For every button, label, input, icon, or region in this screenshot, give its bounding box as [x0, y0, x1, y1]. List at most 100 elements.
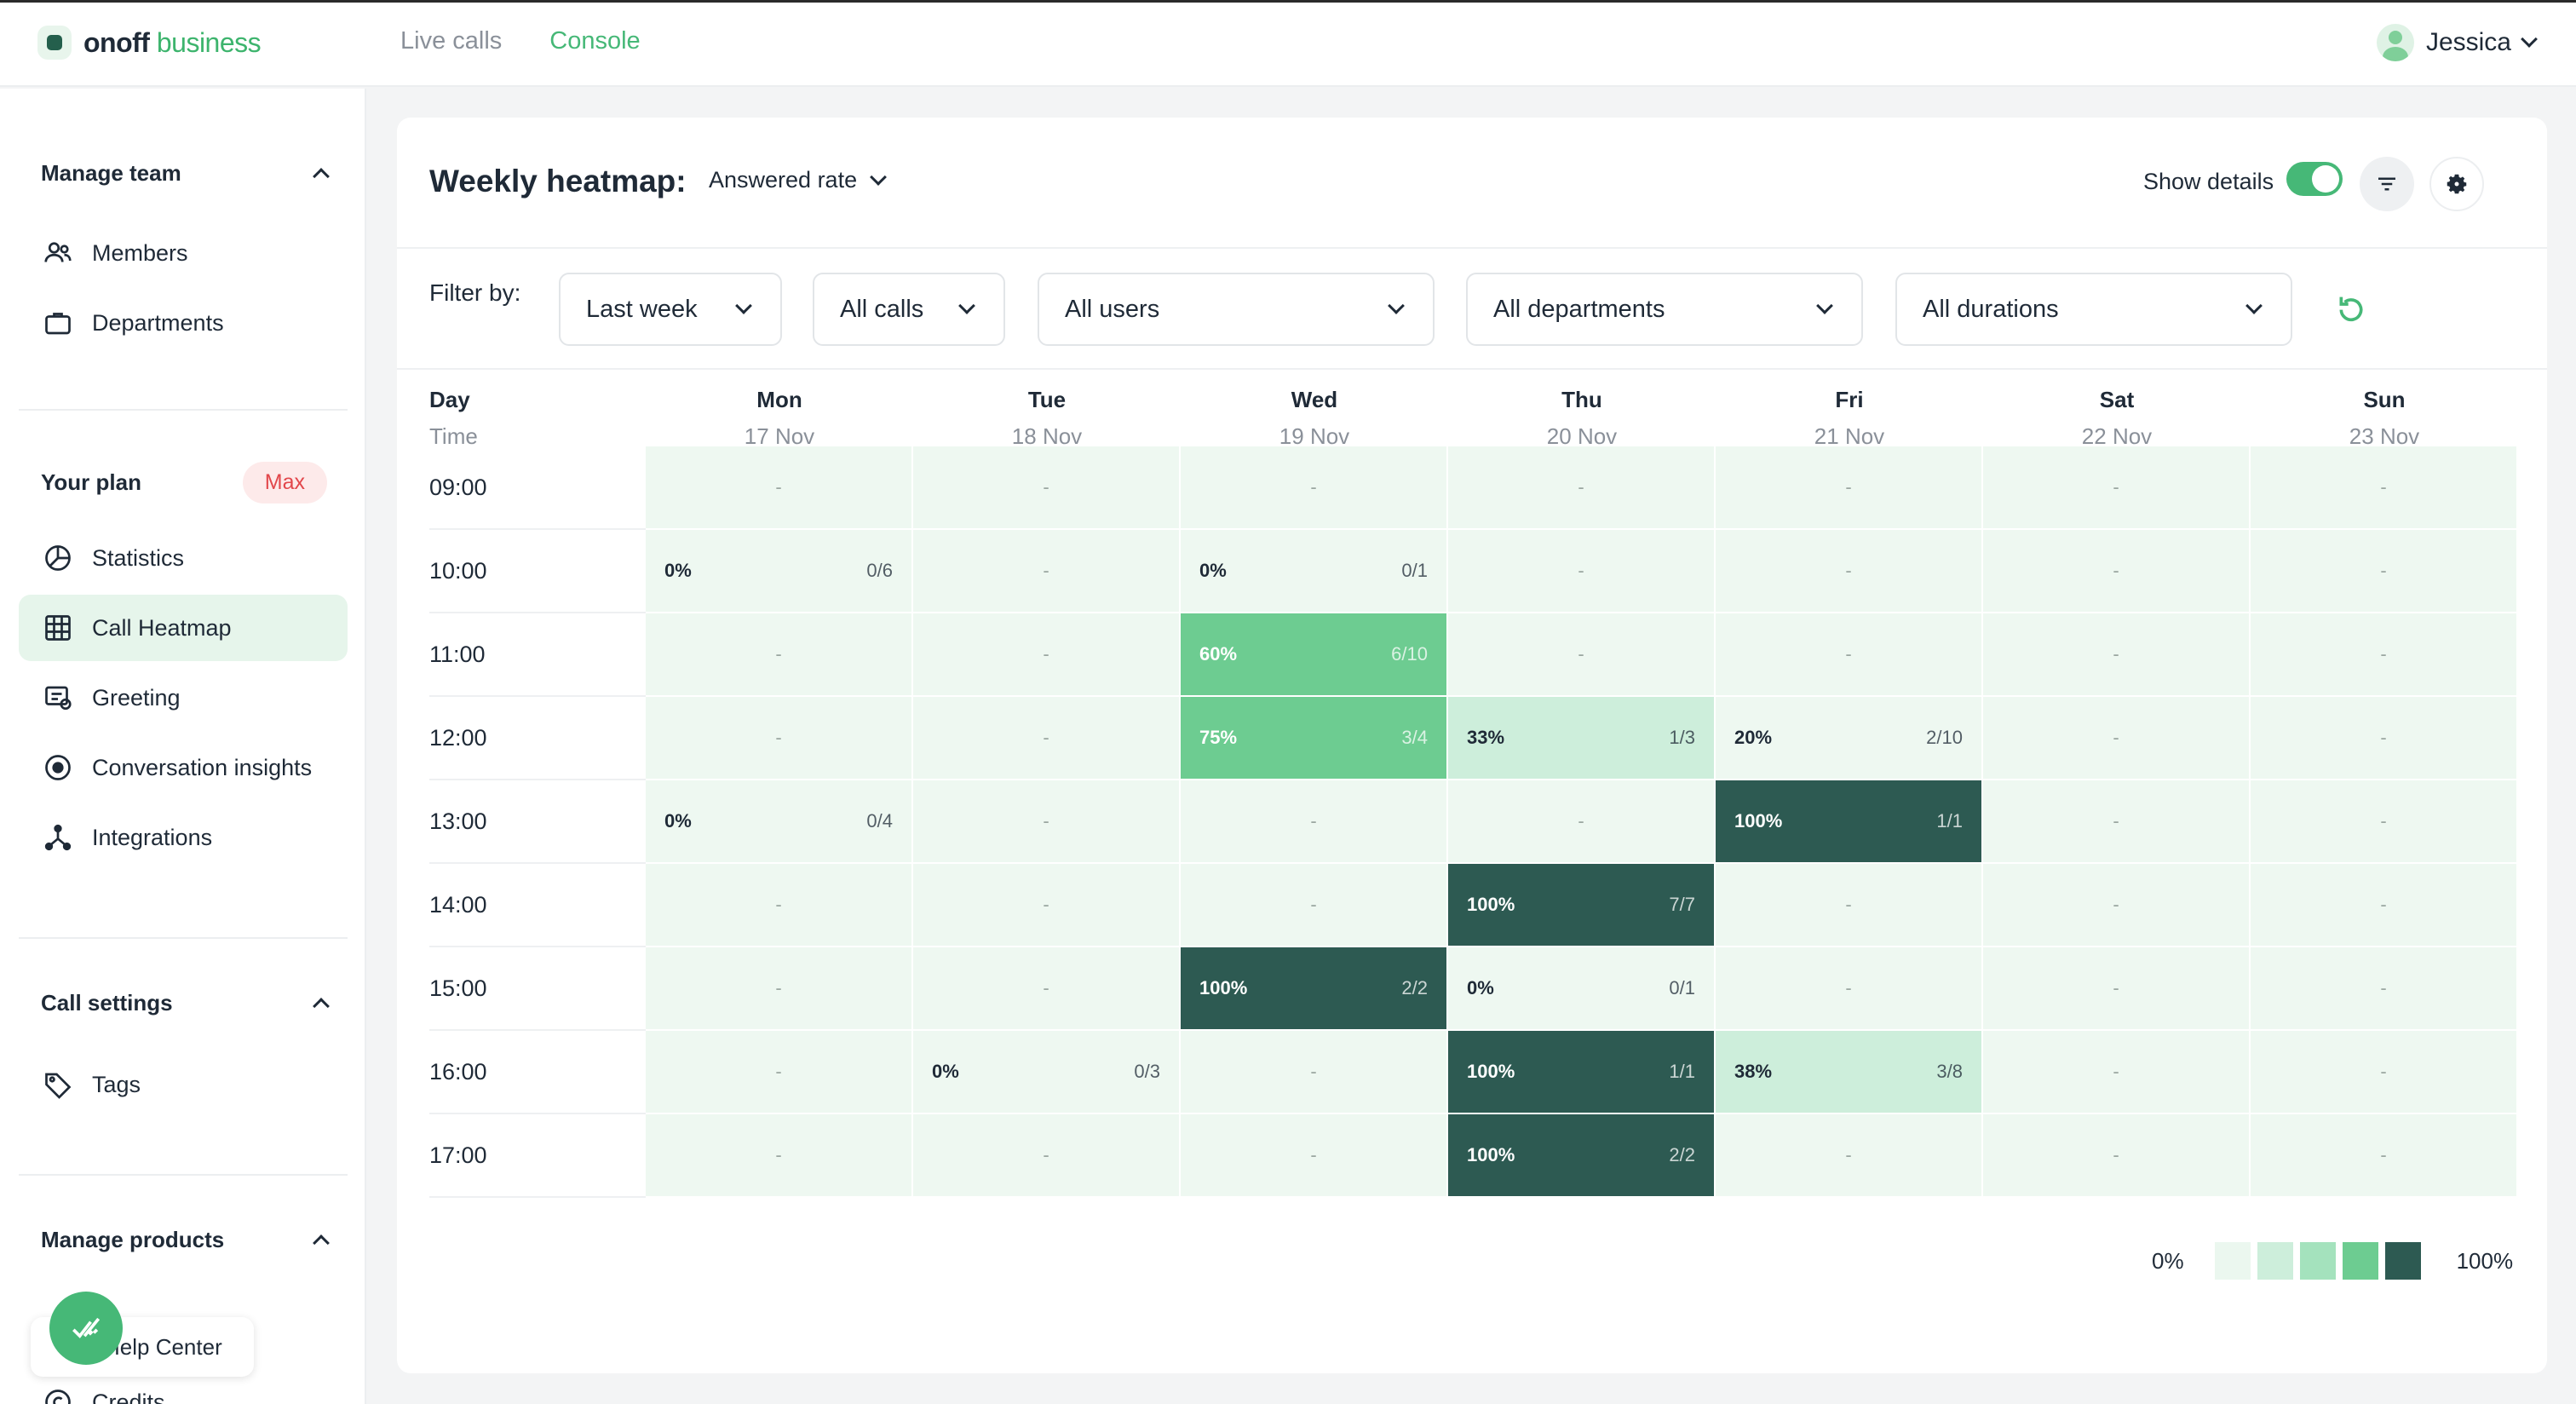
heatmap-cell[interactable]: 100% 1/1 [1448, 1031, 1716, 1114]
heatmap-cell[interactable]: - [913, 697, 1181, 780]
sidebar-item-conversation-insights[interactable]: Conversation insights [19, 734, 348, 801]
sidebar-item-statistics[interactable]: Statistics [19, 525, 348, 591]
heatmap-cell[interactable]: - [2251, 947, 2518, 1031]
sidebar-item-members[interactable]: Members [19, 220, 348, 286]
cell-percentage: 100% [1467, 1061, 1515, 1082]
sidebar-item-departments[interactable]: Departments [19, 290, 348, 356]
heatmap-cell[interactable]: - [1983, 1114, 2251, 1198]
section-manage-products[interactable]: Manage products [41, 1227, 330, 1253]
heatmap-cell[interactable]: 100% 2/2 [1448, 1114, 1716, 1198]
heatmap-cell[interactable]: - [2251, 697, 2518, 780]
heatmap-cell[interactable]: - [2251, 530, 2518, 613]
sidebar-item-call-heatmap[interactable]: Call Heatmap [19, 595, 348, 661]
heatmap-cell[interactable]: 0% 0/4 [646, 780, 913, 864]
heatmap-cell[interactable]: 0% 0/1 [1181, 530, 1448, 613]
reset-filters-button[interactable] [2331, 288, 2372, 329]
heatmap-cell[interactable]: - [913, 1114, 1181, 1198]
heatmap-cell[interactable]: - [1716, 1114, 1983, 1198]
heatmap-cell[interactable]: - [1983, 530, 2251, 613]
heatmap-cell[interactable]: - [1716, 530, 1983, 613]
heatmap-cell[interactable]: - [1983, 1031, 2251, 1114]
heatmap-cell[interactable]: - [646, 697, 913, 780]
heatmap-cell[interactable]: 0% 0/3 [913, 1031, 1181, 1114]
heatmap-cell[interactable]: - [913, 864, 1181, 947]
heatmap-cell[interactable]: - [913, 947, 1181, 1031]
heatmap-cell[interactable]: - [1181, 1031, 1448, 1114]
heatmap-cell[interactable]: 100% 2/2 [1181, 947, 1448, 1031]
brand-logo[interactable]: onoff business [37, 26, 262, 60]
heatmap-cell[interactable]: - [1716, 613, 1983, 697]
heatmap-cell[interactable]: 33% 1/3 [1448, 697, 1716, 780]
heatmap-cell[interactable]: - [1448, 446, 1716, 530]
show-details-toggle[interactable] [2286, 162, 2343, 196]
heatmap-cell[interactable]: - [1716, 446, 1983, 530]
durations-dropdown[interactable]: All durations [1895, 273, 2292, 346]
departments-dropdown[interactable]: All departments [1466, 273, 1863, 346]
heatmap-cell[interactable]: - [2251, 613, 2518, 697]
section-call-settings[interactable]: Call settings [41, 990, 330, 1016]
section-manage-team[interactable]: Manage team [41, 160, 330, 187]
heatmap-cell[interactable]: 20% 2/10 [1716, 697, 1983, 780]
heatmap-cell[interactable]: - [646, 613, 913, 697]
heatmap-cell[interactable]: - [913, 446, 1181, 530]
sidebar-item-tags[interactable]: Tags [19, 1051, 348, 1118]
users-dropdown[interactable]: All users [1038, 273, 1435, 346]
heatmap-cell[interactable]: - [646, 947, 913, 1031]
cell-ratio: 3/4 [1401, 727, 1428, 748]
heatmap-cell[interactable]: - [646, 864, 913, 947]
heatmap-cell[interactable]: - [1983, 864, 2251, 947]
metric-dropdown[interactable]: Answered rate [709, 167, 887, 193]
filter-button[interactable] [2360, 157, 2414, 211]
heatmap-cell[interactable]: 60% 6/10 [1181, 613, 1448, 697]
heatmap-cell[interactable]: 38% 3/8 [1716, 1031, 1983, 1114]
briefcase-icon [43, 308, 73, 338]
heatmap-cell[interactable]: - [913, 613, 1181, 697]
sidebar-item-credits[interactable]: Credits [19, 1377, 348, 1404]
heatmap-cell[interactable]: - [1983, 947, 2251, 1031]
period-dropdown[interactable]: Last week [559, 273, 782, 346]
heatmap-cell[interactable]: - [1983, 613, 2251, 697]
cell-empty-value: - [2380, 476, 2387, 498]
heatmap-cell[interactable]: - [1716, 947, 1983, 1031]
heatmap-cell[interactable]: - [913, 530, 1181, 613]
user-menu[interactable]: Jessica [2376, 24, 2538, 61]
sidebar-item-greeting[interactable]: Greeting [19, 665, 348, 731]
cell-empty-value: - [1845, 977, 1852, 998]
heatmap-cell[interactable]: - [1448, 613, 1716, 697]
heatmap-cell[interactable]: - [646, 1114, 913, 1198]
heatmap-cell[interactable]: 0% 0/6 [646, 530, 913, 613]
settings-button[interactable] [2429, 157, 2484, 211]
heatmap-cell[interactable]: - [1181, 446, 1448, 530]
help-badge-icon[interactable] [49, 1292, 123, 1365]
nav-console[interactable]: Console [549, 27, 641, 55]
sidebar-item-integrations[interactable]: Integrations [19, 804, 348, 871]
nav-live-calls[interactable]: Live calls [400, 27, 503, 55]
cell-empty-value: - [1845, 560, 1852, 581]
legend-swatches [2214, 1242, 2428, 1280]
heatmap-cell[interactable]: - [646, 1031, 913, 1114]
heatmap-cell[interactable]: - [1181, 864, 1448, 947]
heatmap-cell[interactable]: - [2251, 780, 2518, 864]
heatmap-cell[interactable]: - [1983, 446, 2251, 530]
heatmap-cell[interactable]: - [1983, 697, 2251, 780]
heatmap-cell[interactable]: - [1448, 530, 1716, 613]
heatmap-cell[interactable]: - [2251, 446, 2518, 530]
heatmap-cell[interactable]: - [1983, 780, 2251, 864]
heatmap-cell[interactable]: 100% 1/1 [1716, 780, 1983, 864]
heatmap-cell[interactable]: - [913, 780, 1181, 864]
heatmap-cell[interactable]: - [1716, 864, 1983, 947]
heatmap-cell[interactable]: - [2251, 1114, 2518, 1198]
heatmap-cell[interactable]: - [1181, 1114, 1448, 1198]
heatmap-cell[interactable]: - [646, 446, 913, 530]
heatmap-cell[interactable]: - [1181, 780, 1448, 864]
cell-ratio: 0/6 [866, 560, 893, 581]
top-nav: Live calls Console [400, 27, 641, 55]
heatmap-cell[interactable]: 0% 0/1 [1448, 947, 1716, 1031]
heatmap-cell[interactable]: - [2251, 1031, 2518, 1114]
calls-dropdown[interactable]: All calls [813, 273, 1005, 346]
heatmap-cell[interactable]: 75% 3/4 [1181, 697, 1448, 780]
heatmap-cell[interactable]: 100% 7/7 [1448, 864, 1716, 947]
heatmap-cell[interactable]: - [1448, 780, 1716, 864]
cell-empty-value: - [1310, 476, 1317, 498]
heatmap-cell[interactable]: - [2251, 864, 2518, 947]
